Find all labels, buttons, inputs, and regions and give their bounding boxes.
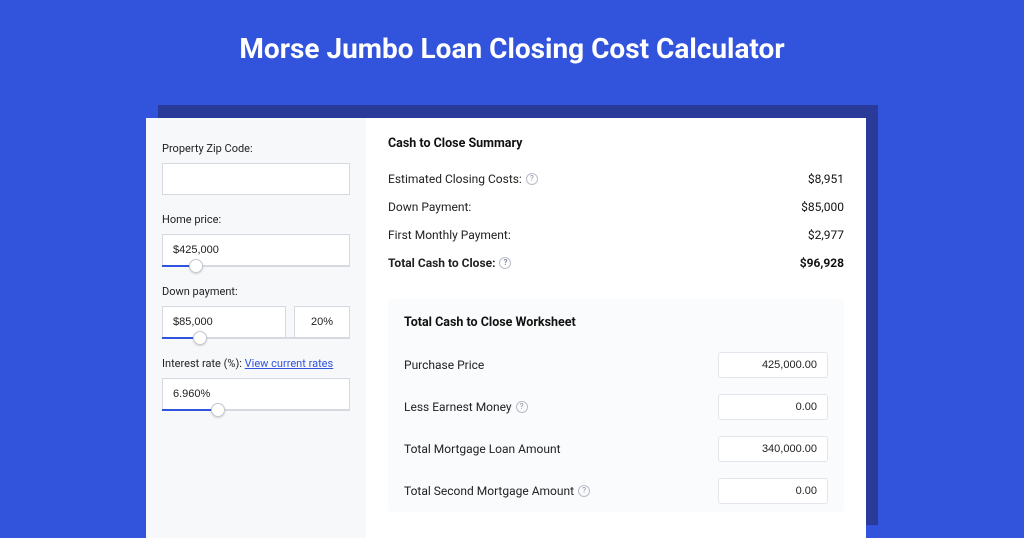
down-payment-label: Down payment:: [162, 285, 350, 298]
summary-title: Cash to Close Summary: [388, 136, 844, 151]
worksheet-row-label: Less Earnest Money: [404, 400, 512, 414]
worksheet-panel: Total Cash to Close Worksheet Purchase P…: [388, 299, 844, 512]
worksheet-row-label: Purchase Price: [404, 358, 484, 372]
worksheet-row-input[interactable]: [718, 352, 828, 378]
summary-row: Estimated Closing Costs: ? $8,951: [388, 165, 844, 193]
calculator-card: Property Zip Code: Home price: Down paym…: [146, 118, 866, 538]
zip-label: Property Zip Code:: [162, 142, 350, 155]
summary-row-label: Estimated Closing Costs:: [388, 172, 522, 186]
summary-row: First Monthly Payment: $2,977: [388, 221, 844, 249]
worksheet-title: Total Cash to Close Worksheet: [404, 315, 828, 330]
slider-thumb[interactable]: [189, 259, 203, 273]
worksheet-row: Less Earnest Money ?: [404, 386, 828, 428]
summary-total-row: Total Cash to Close: ? $96,928: [388, 249, 844, 277]
worksheet-row-input[interactable]: [718, 478, 828, 504]
worksheet-row: Total Mortgage Loan Amount: [404, 428, 828, 470]
inputs-sidebar: Property Zip Code: Home price: Down paym…: [146, 118, 366, 538]
section-divider: [388, 277, 844, 291]
field-home-price: Home price:: [162, 213, 350, 267]
worksheet-row-input[interactable]: [718, 394, 828, 420]
summary-row-value: $8,951: [808, 172, 844, 186]
home-price-label: Home price:: [162, 213, 350, 226]
summary-total-label: Total Cash to Close:: [388, 256, 495, 270]
zip-input[interactable]: [162, 163, 350, 195]
summary-row-value: $85,000: [801, 200, 844, 214]
view-rates-link[interactable]: View current rates: [245, 357, 334, 370]
field-down-payment: Down payment:: [162, 285, 350, 339]
page-title: Morse Jumbo Loan Closing Cost Calculator: [0, 0, 1024, 89]
summary-row-value: $2,977: [808, 228, 844, 242]
help-icon[interactable]: ?: [578, 485, 590, 497]
summary-row-label: Down Payment:: [388, 200, 471, 214]
worksheet-row: Purchase Price: [404, 344, 828, 386]
down-payment-pct-input[interactable]: [294, 306, 350, 338]
summary-row: Down Payment: $85,000: [388, 193, 844, 221]
interest-rate-label-text: Interest rate (%):: [162, 357, 242, 370]
slider-fill: [162, 409, 218, 411]
summary-row-label: First Monthly Payment:: [388, 228, 511, 242]
slider-thumb[interactable]: [211, 403, 225, 417]
worksheet-row-label: Total Second Mortgage Amount: [404, 484, 574, 498]
interest-rate-label: Interest rate (%): View current rates: [162, 357, 350, 370]
results-panel: Cash to Close Summary Estimated Closing …: [366, 118, 866, 538]
summary-total-value: $96,928: [800, 256, 844, 270]
field-interest-rate: Interest rate (%): View current rates: [162, 357, 350, 411]
interest-rate-slider[interactable]: [162, 409, 350, 411]
home-price-slider[interactable]: [162, 265, 350, 267]
slider-thumb[interactable]: [193, 331, 207, 345]
help-icon[interactable]: ?: [526, 173, 538, 185]
worksheet-row: Total Second Mortgage Amount ?: [404, 470, 828, 512]
interest-rate-input[interactable]: [162, 378, 350, 410]
down-payment-input[interactable]: [162, 306, 286, 338]
worksheet-row-input[interactable]: [718, 436, 828, 462]
help-icon[interactable]: ?: [499, 257, 511, 269]
field-zip: Property Zip Code:: [162, 142, 350, 195]
down-payment-slider[interactable]: [162, 337, 350, 339]
worksheet-row-label: Total Mortgage Loan Amount: [404, 442, 561, 456]
help-icon[interactable]: ?: [516, 401, 528, 413]
